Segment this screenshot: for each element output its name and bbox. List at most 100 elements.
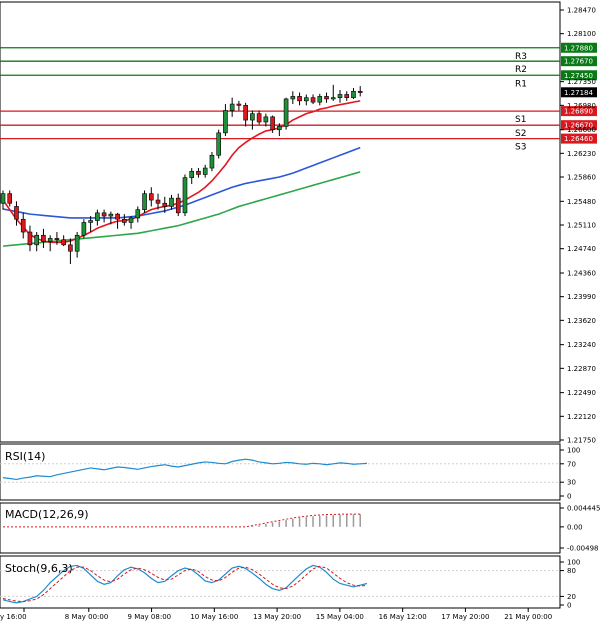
price-tick-label: 1.21750 — [567, 437, 596, 445]
bear-candle — [155, 199, 161, 204]
time-axis: y 16:00 8 May 00:00 9 May 08:00 10 May 16:0… — [0, 608, 552, 621]
bear-candle — [357, 90, 363, 93]
price-tick-label: 1.26600 — [567, 126, 596, 134]
bull-candle — [303, 97, 309, 102]
stoch-panel-frame — [0, 555, 561, 609]
bear-candle — [243, 105, 248, 121]
indicator-tick-label: 100 — [567, 447, 580, 455]
bear-candle — [115, 213, 120, 220]
bear-candle — [61, 239, 66, 246]
price-tick-label: 1.25480 — [567, 198, 596, 206]
bull-candle — [189, 170, 195, 178]
bull-candle — [263, 116, 269, 123]
price-tick-label: 1.23990 — [567, 293, 596, 301]
price-tick-label: 1.26230 — [567, 150, 596, 158]
bull-candle — [142, 193, 147, 210]
bear-candle — [344, 94, 350, 98]
resistance-name-label: R3 — [515, 52, 527, 62]
bull-candle — [209, 154, 215, 169]
bull-candle — [283, 98, 289, 127]
bear-candle — [236, 103, 242, 106]
price-tick-label: 1.26980 — [567, 102, 596, 110]
resistance-price-box — [561, 56, 597, 67]
indicator-tick-label: 80 — [567, 567, 576, 575]
support-price-box — [561, 106, 597, 117]
support-price-label: 1.26460 — [564, 135, 593, 143]
time-tick-label: 16 May 12:00 — [379, 613, 427, 621]
price-tick-label: 1.28100 — [567, 30, 596, 38]
indicator-title: MACD(12,26,9) — [5, 508, 89, 521]
bull-candle — [128, 217, 134, 223]
bear-candle — [7, 193, 13, 204]
bear-candle — [27, 231, 33, 246]
bull-candle — [74, 234, 80, 252]
stoch-signal-line — [2, 565, 368, 603]
indicator-tick-label: 0.00 — [567, 523, 583, 531]
bull-candle — [88, 220, 93, 223]
rsi-panel: 100 70 30 0 RSI(14) — [0, 447, 580, 501]
bull-candle — [337, 94, 343, 98]
current-price-label: 1.27184 — [564, 89, 593, 97]
indicator-tick-label: 20 — [567, 593, 576, 601]
indicator-tick-label: 70 — [567, 460, 576, 468]
bull-candle — [216, 132, 221, 156]
bull-candle — [108, 213, 114, 217]
time-tick-label: 10 May 16:00 — [190, 613, 238, 621]
support-name-label: S3 — [515, 143, 526, 153]
bear-candle — [162, 202, 168, 207]
support-name-label: S1 — [515, 115, 526, 125]
bear-candle — [196, 170, 201, 175]
bull-candle — [330, 97, 336, 100]
bear-candle — [101, 212, 107, 217]
time-tick-label: 15 May 04:00 — [316, 613, 364, 621]
bull-candle — [182, 177, 188, 214]
bear-candle — [175, 197, 181, 214]
pivot-levels: 1.27880 R3 1.27670 R2 1.27450 R1 1.26890 S1 1.26… — [0, 42, 597, 153]
bull-candle — [223, 110, 228, 134]
bull-candle — [81, 222, 87, 236]
rsi-panel-frame — [0, 443, 561, 501]
candlesticks — [0, 84, 363, 265]
indicator-tick-label: 100 — [567, 559, 580, 567]
support-price-box — [561, 133, 597, 144]
price-tick-label: 1.28470 — [567, 7, 596, 15]
bear-candle — [324, 96, 329, 100]
rsi-line — [2, 458, 368, 481]
bull-candle — [47, 238, 53, 242]
indicator-title: RSI(14) — [5, 450, 45, 463]
time-tick-label: 17 May 20:00 — [441, 613, 489, 621]
bear-candle — [20, 218, 26, 233]
bull-candle — [169, 197, 174, 207]
resistance-price-label: 1.27880 — [564, 44, 593, 52]
indicator-tick-label: 0 — [567, 602, 571, 610]
resistance-name-label: R2 — [515, 65, 527, 75]
bear-candle — [122, 218, 127, 223]
support-price-box — [561, 120, 597, 131]
bull-candle — [290, 96, 296, 100]
bull-candle — [34, 234, 40, 246]
support-name-label: S2 — [515, 129, 526, 139]
time-tick-label: 9 May 08:00 — [128, 613, 172, 621]
time-tick-label: 13 May 20:00 — [253, 613, 301, 621]
price-tick-label: 1.25110 — [567, 222, 596, 230]
resistance-name-label: R1 — [515, 79, 527, 89]
price-axis: 1.28470 1.28100 1.27350 1.26980 1.26600 1.262… — [560, 7, 596, 445]
bear-candle — [256, 113, 262, 123]
indicator-title: Stoch(9,6,3) — [5, 562, 73, 575]
bull-candle — [95, 212, 100, 221]
price-tick-label: 1.27350 — [567, 78, 596, 86]
price-tick-label: 1.22490 — [567, 389, 596, 397]
bull-candle — [202, 167, 208, 175]
indicator-tick-label: 0.004445 — [567, 505, 600, 513]
indicator-tick-label: 0 — [567, 493, 571, 501]
resistance-price-label: 1.27450 — [564, 72, 593, 80]
bear-candle — [270, 116, 275, 130]
bull-candle — [0, 193, 6, 204]
support-price-label: 1.26670 — [564, 122, 593, 130]
macd-panel: 0.004445 0.00 -0.00498 MACD(12,26,9) — [3, 505, 600, 553]
time-tick-label: 21 May 00:00 — [504, 613, 552, 621]
price-tick-label: 1.24360 — [567, 269, 596, 277]
current-price-box — [561, 87, 597, 98]
price-tick-label: 1.24740 — [567, 245, 596, 253]
